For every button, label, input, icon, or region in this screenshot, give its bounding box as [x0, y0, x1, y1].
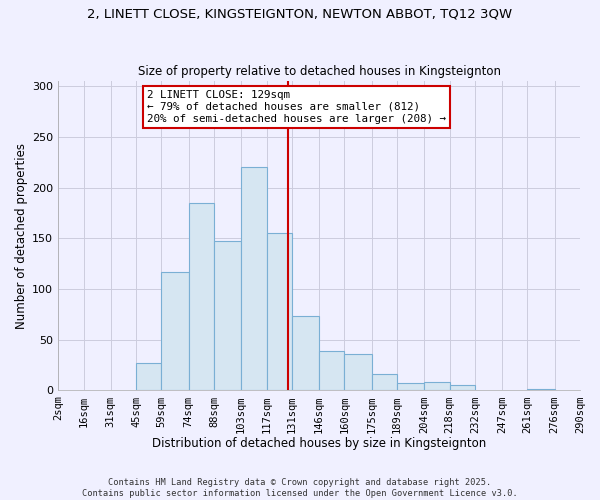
- Bar: [371, 374, 397, 390]
- Bar: [161, 272, 188, 390]
- Bar: [344, 354, 371, 391]
- Bar: [136, 363, 161, 390]
- Bar: [424, 382, 449, 390]
- X-axis label: Distribution of detached houses by size in Kingsteignton: Distribution of detached houses by size …: [152, 437, 486, 450]
- Bar: [397, 384, 424, 390]
- Y-axis label: Number of detached properties: Number of detached properties: [15, 143, 28, 329]
- Title: Size of property relative to detached houses in Kingsteignton: Size of property relative to detached ho…: [137, 66, 500, 78]
- Bar: [188, 203, 214, 390]
- Text: Contains HM Land Registry data © Crown copyright and database right 2025.
Contai: Contains HM Land Registry data © Crown c…: [82, 478, 518, 498]
- Bar: [266, 233, 292, 390]
- Bar: [449, 386, 475, 390]
- Bar: [292, 316, 319, 390]
- Bar: [241, 168, 266, 390]
- Bar: [319, 351, 344, 391]
- Bar: [214, 242, 241, 390]
- Text: 2 LINETT CLOSE: 129sqm
← 79% of detached houses are smaller (812)
20% of semi-de: 2 LINETT CLOSE: 129sqm ← 79% of detached…: [147, 90, 446, 124]
- Text: 2, LINETT CLOSE, KINGSTEIGNTON, NEWTON ABBOT, TQ12 3QW: 2, LINETT CLOSE, KINGSTEIGNTON, NEWTON A…: [88, 8, 512, 20]
